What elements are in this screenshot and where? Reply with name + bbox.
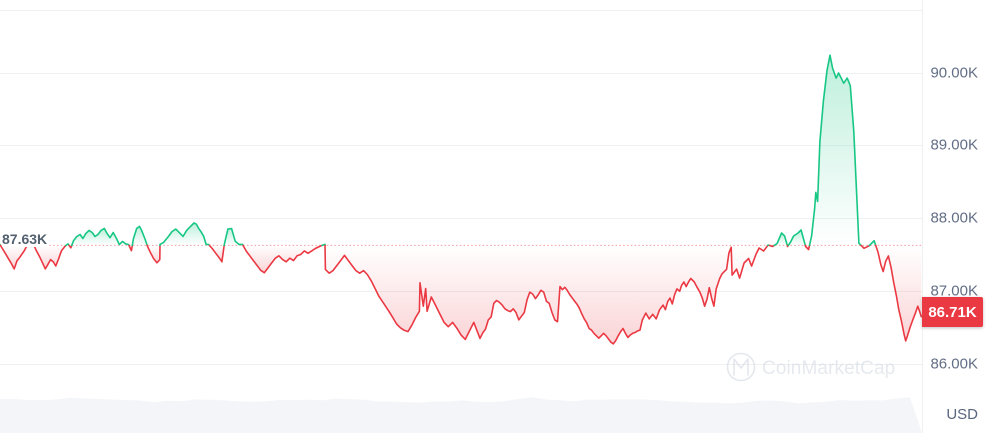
svg-text:CoinMarketCap: CoinMarketCap — [762, 358, 895, 379]
